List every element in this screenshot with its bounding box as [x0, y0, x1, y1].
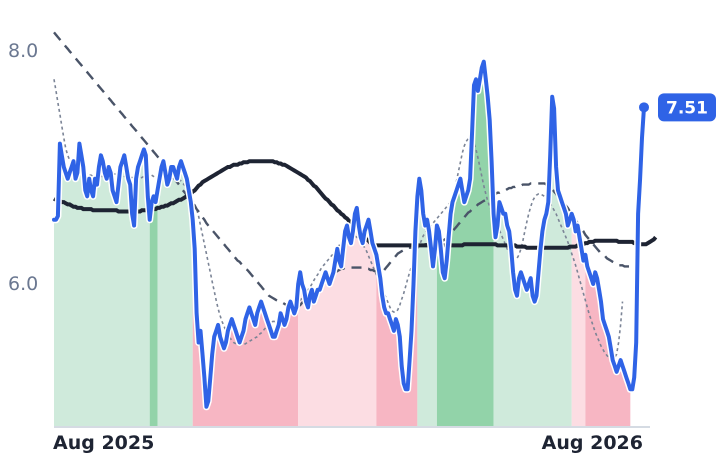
- y-tick-label: 6.0: [8, 273, 38, 295]
- x-axis-ticks: Aug 2025 Aug 2026: [53, 432, 643, 454]
- zone-band-pink-dark: [376, 196, 418, 427]
- x-tick-label: Aug 2026: [542, 432, 643, 454]
- zone-band-green-light: [417, 178, 437, 427]
- last-value-dot: [639, 102, 649, 113]
- y-tick-label: 8.0: [8, 40, 38, 62]
- last-value-label: 7.51: [666, 98, 708, 118]
- zone-band-green-light: [54, 143, 150, 427]
- last-value-badge: [658, 93, 716, 122]
- zone-band-pink-light: [298, 207, 377, 427]
- last-value-marker: 7.51: [639, 93, 716, 122]
- zone-band-pink-light: [571, 213, 586, 427]
- y-axis-ticks: 8.0 6.0: [8, 40, 38, 295]
- price-line: [52, 59, 646, 409]
- zone-band-green-dark: [149, 190, 158, 427]
- zone-band-green-light: [157, 161, 193, 427]
- x-tick-label: Aug 2025: [53, 432, 154, 454]
- zone-band-green-light: [493, 96, 572, 428]
- series-lines: [52, 31, 658, 411]
